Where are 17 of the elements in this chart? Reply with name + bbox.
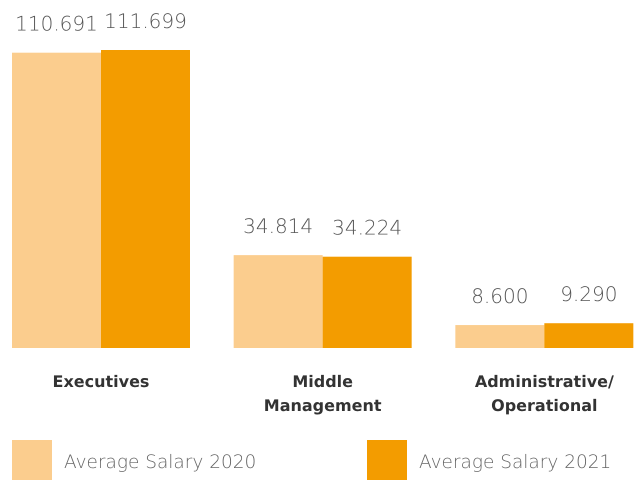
legend-label: Average Salary 2021 [419,452,612,473]
bar [234,255,323,348]
x-tick-label: Administrative/ Operational [474,372,614,415]
data-label: 9.290 [560,282,618,306]
data-label: 34.814 [243,214,314,238]
data-label: 8.600 [471,284,528,308]
bar [12,52,101,348]
bar [544,323,634,348]
bar [455,325,544,348]
data-label: 34.224 [332,216,402,240]
bar [322,256,412,348]
x-tick-label: Executives [52,372,150,391]
legend-label: Average Salary 2020 [64,452,256,473]
data-label: 111.699 [104,9,187,33]
data-label: 110.691 [15,12,98,36]
x-tick-label: Middle Management [264,372,382,415]
bar [101,50,190,348]
